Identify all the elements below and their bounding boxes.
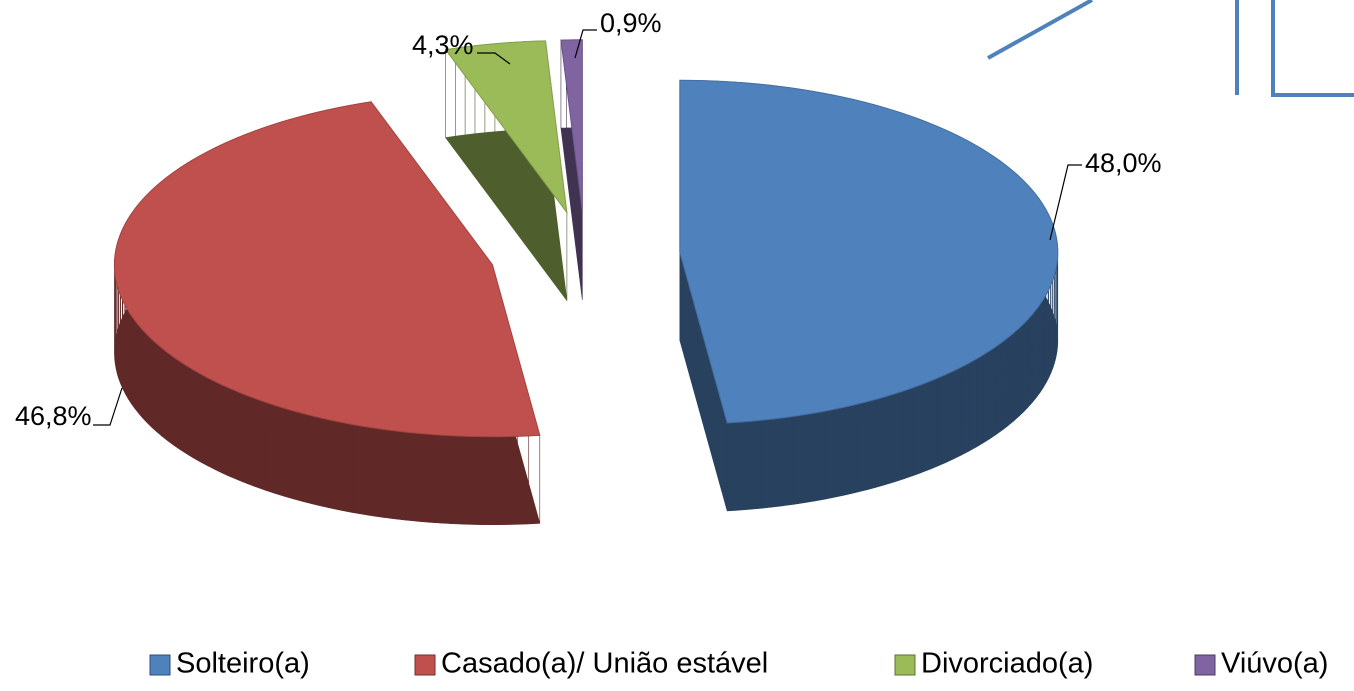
slice [113, 101, 541, 438]
decoration [987, 0, 1354, 97]
slice [560, 39, 583, 212]
legend-label: Casado(a)/ União estável [441, 648, 768, 680]
legend-label: Solteiro(a) [176, 648, 310, 680]
legend-swatch [149, 654, 171, 676]
legend: Solteiro(a) Casado(a)/ União estável Divor… [149, 648, 1328, 680]
data-label: 46,8% [15, 401, 92, 431]
leader-line [477, 52, 511, 65]
legend-swatch [894, 654, 916, 676]
leader-line [574, 29, 597, 59]
legend-swatch [1194, 654, 1216, 676]
deco-line [1271, 0, 1354, 97]
leader-line [1049, 164, 1082, 241]
legend-label: Divorciado(a) [921, 648, 1093, 680]
leader-line [93, 387, 123, 426]
deco-line [987, 0, 1093, 60]
data-label: 0,9% [600, 8, 662, 38]
data-label: 4,3% [412, 30, 474, 60]
legend-swatch [414, 654, 436, 676]
slice [679, 79, 1059, 424]
data-label: 48,0% [1085, 148, 1162, 178]
legend-label: Viúvo(a) [1221, 648, 1328, 680]
slice [444, 40, 568, 215]
